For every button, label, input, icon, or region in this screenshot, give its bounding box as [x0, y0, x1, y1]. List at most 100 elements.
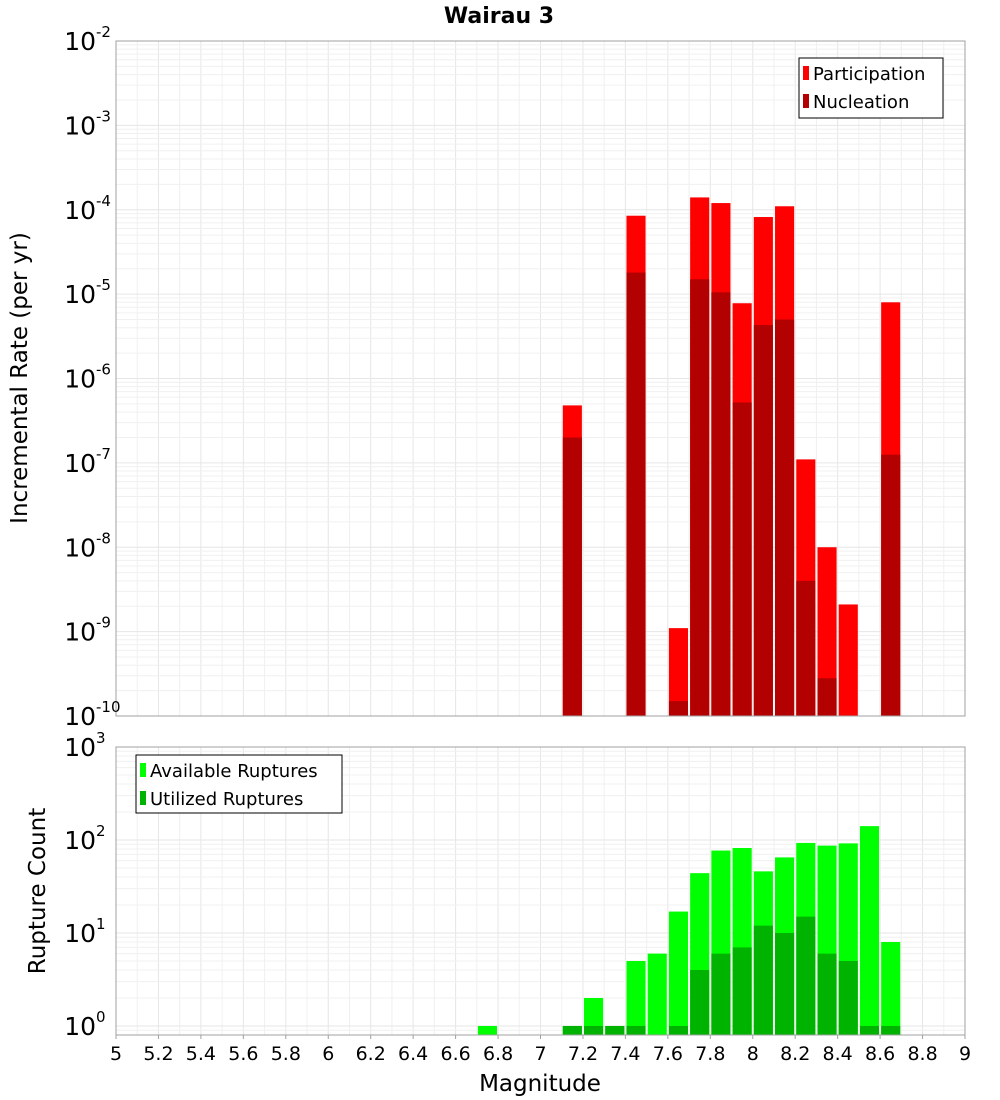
y-tick-exponent: -2: [96, 23, 111, 41]
y-tick-exponent: -9: [96, 614, 111, 632]
y-tick-label: 10: [64, 826, 96, 855]
x-tick-label: 9: [959, 1043, 971, 1065]
bar-nucleation: [690, 279, 710, 716]
x-tick-label: 8.6: [865, 1043, 895, 1065]
y-tick-exponent: -7: [96, 445, 111, 463]
y-tick-label: 10: [64, 280, 96, 309]
bar-utilized-ruptures: [838, 960, 858, 1035]
legend-box: [135, 754, 343, 814]
y-tick-exponent: -10: [96, 698, 121, 716]
y-tick-label: 10: [64, 919, 96, 948]
y-tick-label: 10: [64, 533, 96, 562]
bar-nucleation: [775, 319, 795, 716]
bar-nucleation: [881, 454, 901, 716]
x-tick-label: 6: [322, 1043, 334, 1065]
legend-swatch: [803, 94, 809, 108]
legend-swatch: [803, 66, 809, 80]
bar-participation: [817, 547, 837, 716]
y-tick-exponent: 3: [96, 729, 106, 747]
y-tick-exponent: -8: [96, 529, 111, 547]
plot-frame: [115, 40, 966, 717]
x-tick-label: 6.8: [483, 1043, 513, 1065]
bar-utilized-ruptures: [562, 1025, 582, 1035]
bar-utilized-ruptures: [753, 925, 773, 1035]
bar-utilized-ruptures: [605, 1025, 625, 1035]
y-tick-exponent: -3: [96, 107, 111, 125]
bar-nucleation: [668, 701, 689, 716]
legend-swatch: [140, 791, 146, 805]
x-tick-label: 5.2: [143, 1043, 173, 1065]
bar-nucleation: [711, 292, 731, 716]
bar-utilized-ruptures: [775, 932, 795, 1035]
chart-title: Wairau 3: [444, 4, 554, 29]
bar-available-ruptures: [647, 953, 667, 1035]
x-tick-label: 6.6: [440, 1043, 470, 1065]
y-tick-exponent: 0: [96, 1008, 106, 1026]
bar-utilized-ruptures: [711, 953, 731, 1035]
legend-box: [798, 57, 944, 119]
bar-available-ruptures: [626, 960, 646, 1035]
bar-utilized-ruptures: [626, 1025, 646, 1035]
legend-label: Nucleation: [813, 92, 909, 113]
bar-nucleation: [562, 437, 582, 716]
bar-nucleation: [732, 402, 752, 716]
bar-utilized-ruptures: [859, 1025, 880, 1035]
y-tick-exponent: 2: [96, 822, 106, 840]
bar-utilized-ruptures: [881, 1025, 901, 1035]
legend: Participation Nucleation: [798, 57, 944, 119]
x-tick-label: 8: [747, 1043, 759, 1065]
x-tick-label: 7.2: [568, 1043, 598, 1065]
y-tick-label: 10: [64, 111, 96, 140]
y-tick-label: 10: [64, 27, 96, 56]
x-tick-label: 5.8: [271, 1043, 301, 1065]
y-tick-label: 10: [64, 618, 96, 647]
bar-available-ruptures: [584, 997, 604, 1035]
x-tick-label: 8.2: [780, 1043, 810, 1065]
x-tick-label: 7: [534, 1043, 546, 1065]
bar-utilized-ruptures: [668, 1025, 689, 1035]
bar-participation: [838, 604, 858, 716]
rate-panel: 10-210-310-410-510-610-710-810-910 -10Par…: [64, 23, 966, 731]
y-tick-exponent: -4: [96, 192, 111, 210]
x-tick-label: 7.6: [653, 1043, 683, 1065]
y-tick-exponent: -5: [96, 276, 111, 294]
y-tick-label: 10: [64, 1012, 96, 1041]
x-tick-label: 8.8: [907, 1043, 937, 1065]
x-tick-label: 5.4: [186, 1043, 216, 1065]
x-tick-label: 5.6: [228, 1043, 258, 1065]
legend-label: Utilized Ruptures: [150, 789, 303, 810]
bar-participation: [668, 628, 689, 716]
bar-utilized-ruptures: [732, 947, 752, 1035]
bar-nucleation: [753, 325, 773, 716]
bar-nucleation: [817, 678, 837, 716]
y-tick-exponent: 1: [96, 915, 106, 933]
bar-available-ruptures: [477, 1025, 497, 1035]
legend-swatch: [140, 763, 146, 777]
legend: Available Ruptures Utilized Ruptures: [135, 754, 343, 814]
x-tick-label: 6.4: [398, 1043, 428, 1065]
y-tick-label: 10: [64, 702, 96, 731]
bar-nucleation: [796, 580, 816, 716]
y-tick-label: 10: [64, 449, 96, 478]
bar-available-ruptures: [881, 942, 901, 1035]
bar-available-ruptures: [668, 911, 689, 1035]
y-tick-label: 10: [64, 365, 96, 394]
y-axis-label-count: Rupture Count: [25, 808, 51, 974]
legend-label: Available Ruptures: [150, 761, 318, 782]
y-tick-label: 10: [64, 196, 96, 225]
bar-utilized-ruptures: [584, 1025, 604, 1035]
y-tick-label: 10: [64, 733, 96, 762]
x-tick-label: 8.4: [823, 1043, 853, 1065]
x-tick-label: 5: [110, 1043, 122, 1065]
y-tick-exponent: -6: [96, 361, 111, 379]
x-axis-label: Magnitude: [479, 1071, 601, 1097]
legend-label: Participation: [813, 64, 925, 85]
x-tick-label: 7.8: [695, 1043, 725, 1065]
bar-utilized-ruptures: [690, 969, 710, 1035]
x-axis-ticks: 5 5.2 5.4 5.6 5.8 6 6.2 6.4 6.6 6.8 7 7.2 7.4 7.6 7.8 8…: [110, 1035, 971, 1065]
x-tick-label: 6.2: [356, 1043, 386, 1065]
bar-utilized-ruptures: [817, 953, 837, 1035]
x-tick-label: 7.4: [610, 1043, 640, 1065]
